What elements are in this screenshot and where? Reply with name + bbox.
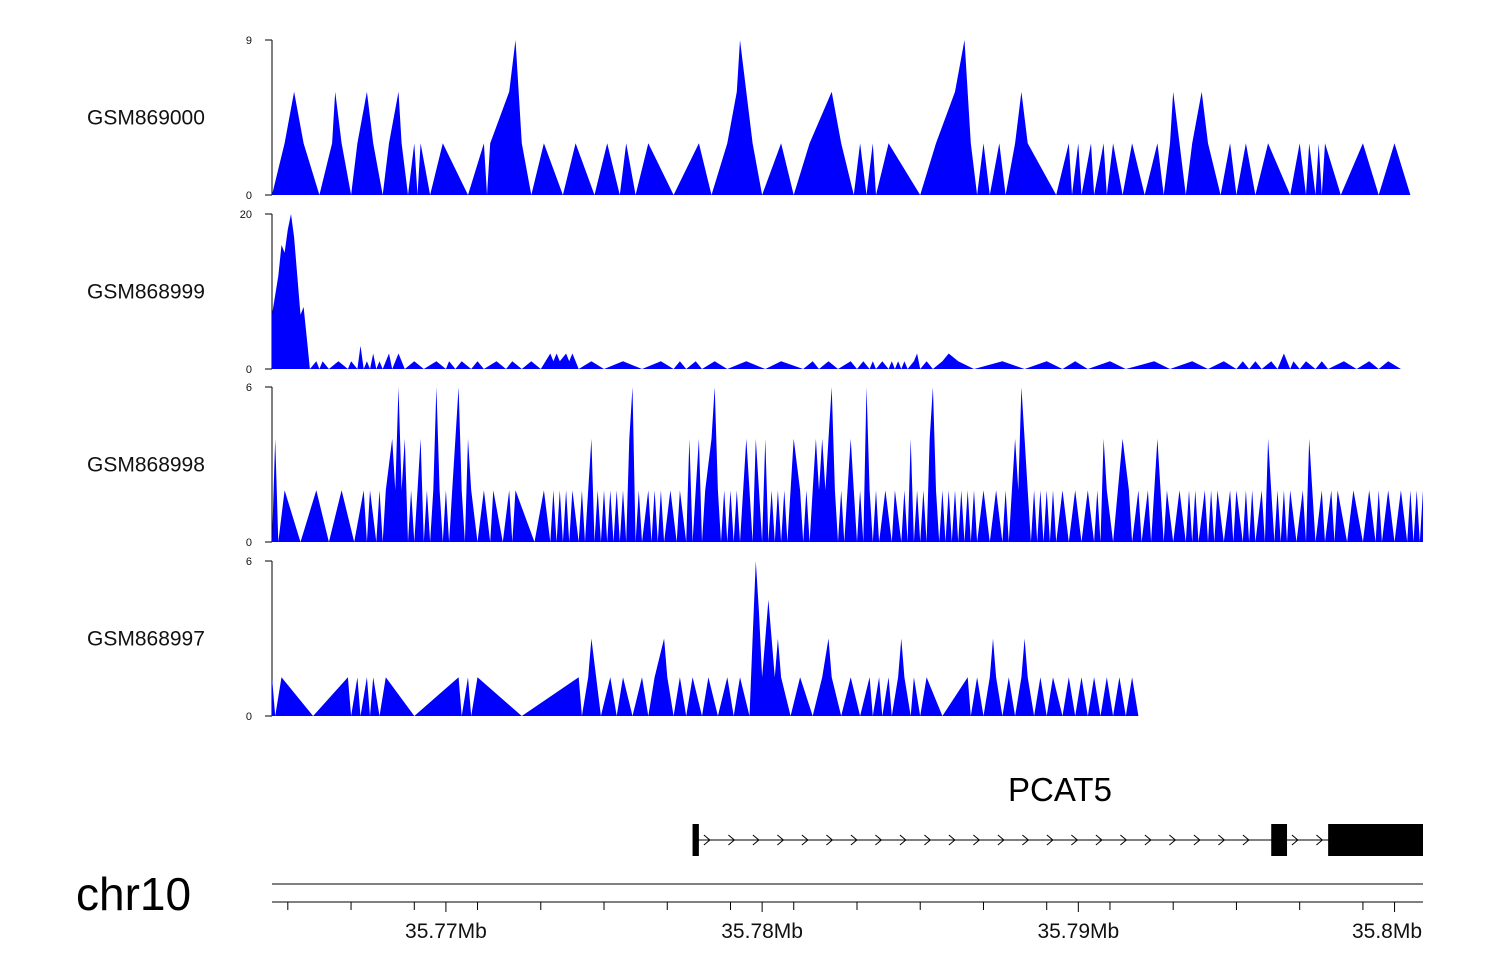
strand-arrow bbox=[1291, 834, 1299, 846]
track-GSM868999: GSM868999 0 20 bbox=[87, 209, 1401, 376]
signal-area bbox=[272, 214, 1401, 369]
track-label: GSM868997 bbox=[87, 628, 205, 651]
track-label: GSM868999 bbox=[87, 281, 205, 304]
strand-arrow bbox=[1120, 834, 1128, 846]
y-tick-label: 0 bbox=[246, 711, 252, 723]
strand-arrow bbox=[1242, 834, 1250, 846]
x-tick-label: 35.78Mb bbox=[721, 920, 803, 943]
track-GSM868997: GSM868997 0 6 bbox=[87, 556, 1139, 723]
strand-arrow bbox=[703, 834, 711, 846]
y-tick-label: 20 bbox=[240, 209, 252, 221]
strand-arrow bbox=[899, 834, 907, 846]
exon bbox=[1271, 824, 1288, 856]
strand-arrow bbox=[1095, 834, 1103, 846]
strand-arrow bbox=[1144, 834, 1152, 846]
gene-model: PCAT5 bbox=[692, 771, 1423, 856]
strand-arrow bbox=[875, 834, 883, 846]
track-label: GSM869000 bbox=[87, 107, 205, 130]
signal-tracks: GSM86900009GSM868999020GSM86899806GSM868… bbox=[87, 35, 1423, 723]
gene-name-label: PCAT5 bbox=[1008, 771, 1112, 808]
strand-arrow bbox=[1022, 834, 1030, 846]
y-tick-label: 0 bbox=[246, 537, 252, 549]
y-tick-label: 9 bbox=[246, 35, 252, 47]
strand-arrow bbox=[1218, 834, 1226, 846]
strand-arrow bbox=[728, 834, 736, 846]
genome-axis: chr10 35.77Mb 35.78Mb 35.79Mb 35.8Mb bbox=[76, 868, 1423, 943]
signal-area bbox=[272, 561, 1139, 716]
strand-arrow bbox=[1193, 834, 1201, 846]
x-tick-label: 35.77Mb bbox=[405, 920, 487, 943]
y-tick-label: 6 bbox=[246, 382, 252, 394]
strand-arrow bbox=[1169, 834, 1177, 846]
y-tick-label: 6 bbox=[246, 556, 252, 568]
strand-arrow bbox=[777, 834, 785, 846]
strand-arrow bbox=[752, 834, 760, 846]
exon bbox=[692, 824, 699, 856]
chromosome-label: chr10 bbox=[76, 868, 191, 920]
track-GSM868998: GSM868998 0 6 bbox=[87, 382, 1423, 549]
y-tick-label: 0 bbox=[246, 364, 252, 376]
strand-arrow bbox=[924, 834, 932, 846]
strand-arrow bbox=[826, 834, 834, 846]
signal-area bbox=[272, 387, 1423, 542]
strand-arrow bbox=[948, 834, 956, 846]
exon bbox=[1328, 824, 1423, 856]
strand-arrow bbox=[850, 834, 858, 846]
signal-area bbox=[272, 40, 1411, 195]
strand-arrow bbox=[1316, 834, 1324, 846]
strand-arrow bbox=[973, 834, 981, 846]
strand-arrow bbox=[1071, 834, 1079, 846]
strand-arrow bbox=[1046, 834, 1054, 846]
strand-arrow bbox=[801, 834, 809, 846]
track-label: GSM868998 bbox=[87, 454, 205, 477]
x-tick-label: 35.79Mb bbox=[1037, 920, 1119, 943]
track-GSM869000: GSM869000 0 9 bbox=[87, 35, 1411, 202]
x-tick-label: 35.8Mb bbox=[1352, 920, 1422, 943]
y-tick-label: 0 bbox=[246, 190, 252, 202]
strand-arrow bbox=[997, 834, 1005, 846]
